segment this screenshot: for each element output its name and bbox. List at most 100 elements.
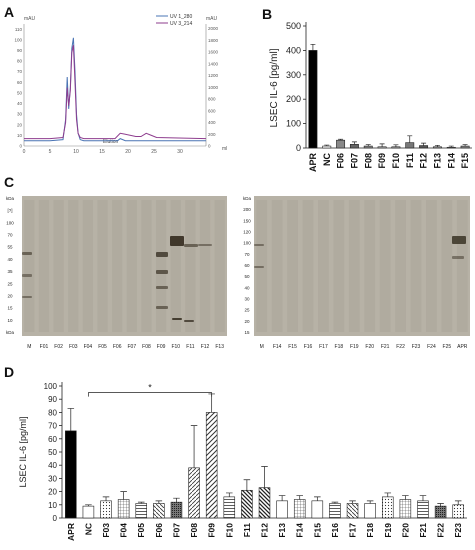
- panel-label-d: D: [4, 364, 15, 380]
- error-bar: [448, 145, 454, 148]
- error-bar: [314, 496, 321, 501]
- category-label: F09: [377, 153, 387, 169]
- lane-label: APR: [457, 344, 468, 350]
- lane-smear: [456, 200, 468, 332]
- series-line-uv280: [24, 37, 206, 142]
- lane-smear: [170, 200, 181, 332]
- bar-f18: [364, 503, 376, 519]
- lane-label: F11: [186, 344, 194, 350]
- category-label: F04: [119, 523, 129, 538]
- y-tick-label: 90: [48, 395, 57, 404]
- category-label: F07: [349, 153, 359, 169]
- lane-smear: [302, 200, 314, 332]
- lane-smear: [185, 200, 196, 332]
- error-bar: [120, 491, 127, 500]
- bar-f08: [363, 145, 373, 149]
- category-label: F11: [242, 523, 252, 537]
- y-tick-label: 400: [286, 45, 301, 55]
- gel-band: [156, 252, 168, 257]
- bar-f10: [391, 146, 401, 149]
- left-tick-label: 70: [17, 69, 23, 74]
- y-tick-label: 70: [48, 422, 57, 431]
- bar-f07: [349, 144, 359, 149]
- y-tick-label: 80: [48, 408, 57, 417]
- lane-label: F05: [98, 344, 107, 350]
- error-bar: [331, 501, 339, 504]
- bar-f23: [452, 504, 464, 519]
- marker-label: 15: [244, 330, 250, 335]
- il6-bar-chart-b: LSEC IL-6 [pg/ml] 0 100 200 300 400 500 APR NC F…: [269, 21, 472, 172]
- bar-f17: [346, 503, 359, 519]
- bar-f11: [405, 142, 415, 149]
- right-tick-label: 600: [208, 108, 216, 113]
- lane-label: F17: [319, 344, 328, 350]
- significance-marker: *: [148, 383, 152, 393]
- gel-band: [156, 270, 168, 274]
- lane-label: F20: [365, 344, 374, 350]
- right-tick-label: 1400: [208, 61, 219, 66]
- right-tick-label: 1000: [208, 85, 219, 90]
- marker-label: 120: [243, 230, 251, 235]
- marker-label: 40: [244, 285, 250, 290]
- lane-label: F09: [157, 344, 166, 350]
- marker-label: 100: [243, 241, 251, 246]
- category-label: F17: [348, 523, 358, 538]
- lane-smear: [126, 200, 137, 332]
- series-line-uv214: [24, 45, 207, 140]
- bar-f03: [100, 500, 112, 519]
- bar-f15: [311, 500, 324, 519]
- gel-band: [184, 320, 194, 322]
- marker-label: 20: [7, 293, 13, 298]
- left-tick-label: 100: [14, 37, 22, 42]
- y-tick-label: 20: [48, 488, 57, 497]
- bar-f22: [434, 505, 447, 519]
- error-bar: [85, 504, 92, 507]
- right-axis-unit: mAU: [206, 16, 218, 22]
- y-axis-label: LSEC IL-6 [pg/ml]: [18, 416, 28, 487]
- gel-band: [22, 252, 32, 255]
- lane-smear: [379, 200, 391, 332]
- bar-f04: [117, 499, 130, 519]
- marker-label: 40: [7, 257, 13, 262]
- bar-f06: [153, 503, 165, 519]
- bar-f05: [135, 503, 147, 519]
- lane-smear: [441, 200, 453, 332]
- category-label: F14: [295, 523, 305, 538]
- lane-smear: [410, 200, 422, 332]
- category-label: F12: [260, 523, 270, 538]
- left-tick-label: 80: [17, 59, 23, 64]
- error-bar: [349, 500, 356, 504]
- category-label: NC: [322, 153, 332, 166]
- category-label: NC: [83, 523, 93, 535]
- bar-f15: [460, 145, 470, 149]
- lane-smear: [364, 200, 376, 332]
- chromatogram-chart: mAU mAU ml Elution UV 1_280 UV 3_214 0 10…: [14, 14, 227, 155]
- category-label: F03: [101, 523, 111, 538]
- marker-label: 35: [7, 269, 13, 274]
- y-tick-label: 30: [48, 474, 57, 483]
- bar-f13: [432, 146, 442, 149]
- left-tick-label: 10: [17, 133, 23, 138]
- lane-label: F23: [412, 344, 421, 350]
- x-tick-label: 10: [73, 149, 79, 155]
- category-label: F22: [436, 523, 446, 538]
- right-tick-label: 1800: [208, 38, 219, 43]
- lane-smear: [112, 200, 123, 332]
- marker-label: 15: [7, 306, 13, 311]
- lane-label: F24: [427, 344, 436, 350]
- right-tick-label: 1200: [208, 73, 219, 78]
- error-bar: [384, 492, 392, 497]
- error-bar: [155, 500, 163, 504]
- gel-band: [172, 318, 182, 320]
- right-tick-label: 2000: [208, 26, 219, 31]
- gel-band: [254, 266, 264, 268]
- y-tick-label: 50: [48, 448, 57, 457]
- left-tick-label: 60: [17, 80, 23, 85]
- il6-bar-chart-d: LSEC IL-6 [pg/ml] 0 10 20 30 40 50 60 70 80 90 100…: [18, 382, 467, 541]
- category-label: F06: [154, 523, 164, 538]
- category-label: F13: [432, 153, 442, 169]
- category-label: F15: [312, 523, 322, 538]
- error-bar: [324, 144, 330, 147]
- right-gel-image: [254, 196, 470, 336]
- marker-label: 20: [244, 319, 250, 324]
